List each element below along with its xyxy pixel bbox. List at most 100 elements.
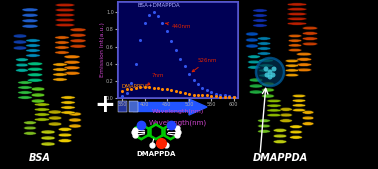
Point [160,21,166,24]
Ellipse shape [22,8,38,11]
Ellipse shape [58,139,72,142]
Ellipse shape [41,130,55,134]
Point [146,86,152,88]
Point [168,39,174,42]
Ellipse shape [248,60,260,64]
Point [195,83,201,86]
Ellipse shape [64,66,80,69]
Circle shape [271,66,276,71]
Point [226,96,232,99]
Ellipse shape [287,8,307,11]
Ellipse shape [246,32,258,36]
Ellipse shape [55,3,75,7]
Ellipse shape [302,26,318,30]
Ellipse shape [249,78,263,82]
Ellipse shape [253,24,267,27]
Ellipse shape [27,73,43,77]
Ellipse shape [249,90,263,94]
Ellipse shape [290,136,302,139]
Ellipse shape [259,74,273,77]
Point [182,91,188,94]
Ellipse shape [259,59,273,62]
Point [142,21,148,24]
Ellipse shape [302,116,314,120]
Point [213,95,219,98]
Ellipse shape [292,108,306,112]
Ellipse shape [55,23,75,27]
Point [213,92,219,95]
Ellipse shape [292,104,306,107]
Ellipse shape [248,55,260,58]
Ellipse shape [58,133,72,137]
Ellipse shape [285,74,299,77]
Point [150,86,156,89]
Point [133,62,139,65]
Ellipse shape [16,63,28,67]
Point [160,87,166,90]
Ellipse shape [292,94,306,97]
Ellipse shape [262,88,274,92]
Ellipse shape [285,59,299,62]
Text: 7nm: 7nm [147,73,164,85]
Ellipse shape [258,124,270,128]
Ellipse shape [302,32,318,35]
Ellipse shape [280,113,292,117]
Ellipse shape [13,46,27,50]
Ellipse shape [267,104,281,107]
Circle shape [263,66,268,71]
Point [128,87,134,90]
Ellipse shape [53,63,67,66]
Point [124,88,130,91]
Point [222,96,228,99]
Bar [118,101,127,112]
Ellipse shape [302,42,318,46]
Point [164,30,170,32]
Text: BSA: BSA [29,153,51,163]
Text: Wavelength(nm): Wavelength(nm) [149,120,207,127]
Point [186,73,192,75]
Ellipse shape [259,64,273,67]
Ellipse shape [302,37,318,40]
Ellipse shape [55,8,75,12]
Point [195,93,201,96]
Point [146,14,152,16]
Text: BSA+DMAPPDA: BSA+DMAPPDA [138,3,181,8]
Ellipse shape [53,68,67,71]
Point [217,93,223,96]
Y-axis label: Emission Int(a.u.): Emission Int(a.u.) [100,23,105,77]
Ellipse shape [285,69,299,72]
Ellipse shape [64,61,80,64]
Ellipse shape [16,69,28,72]
Ellipse shape [259,69,273,72]
Point [150,11,156,14]
Ellipse shape [22,14,38,17]
Ellipse shape [273,134,287,138]
Ellipse shape [246,38,258,42]
Ellipse shape [69,118,81,122]
Ellipse shape [288,34,302,37]
Circle shape [268,69,273,75]
Ellipse shape [34,108,50,111]
Ellipse shape [61,96,75,99]
Ellipse shape [55,41,69,44]
Ellipse shape [22,25,38,28]
Ellipse shape [18,86,32,89]
Ellipse shape [24,121,36,124]
Ellipse shape [257,42,271,45]
Ellipse shape [53,73,67,76]
Circle shape [268,75,273,79]
Point [186,92,192,95]
Bar [129,101,138,112]
Point [200,94,206,97]
Ellipse shape [287,3,307,6]
Ellipse shape [280,119,292,123]
Ellipse shape [48,116,62,120]
Ellipse shape [253,9,267,12]
Ellipse shape [257,52,271,55]
Point [204,89,210,92]
Ellipse shape [26,39,40,42]
Circle shape [265,73,270,78]
Ellipse shape [296,52,311,56]
Ellipse shape [267,109,281,112]
Ellipse shape [55,36,69,39]
